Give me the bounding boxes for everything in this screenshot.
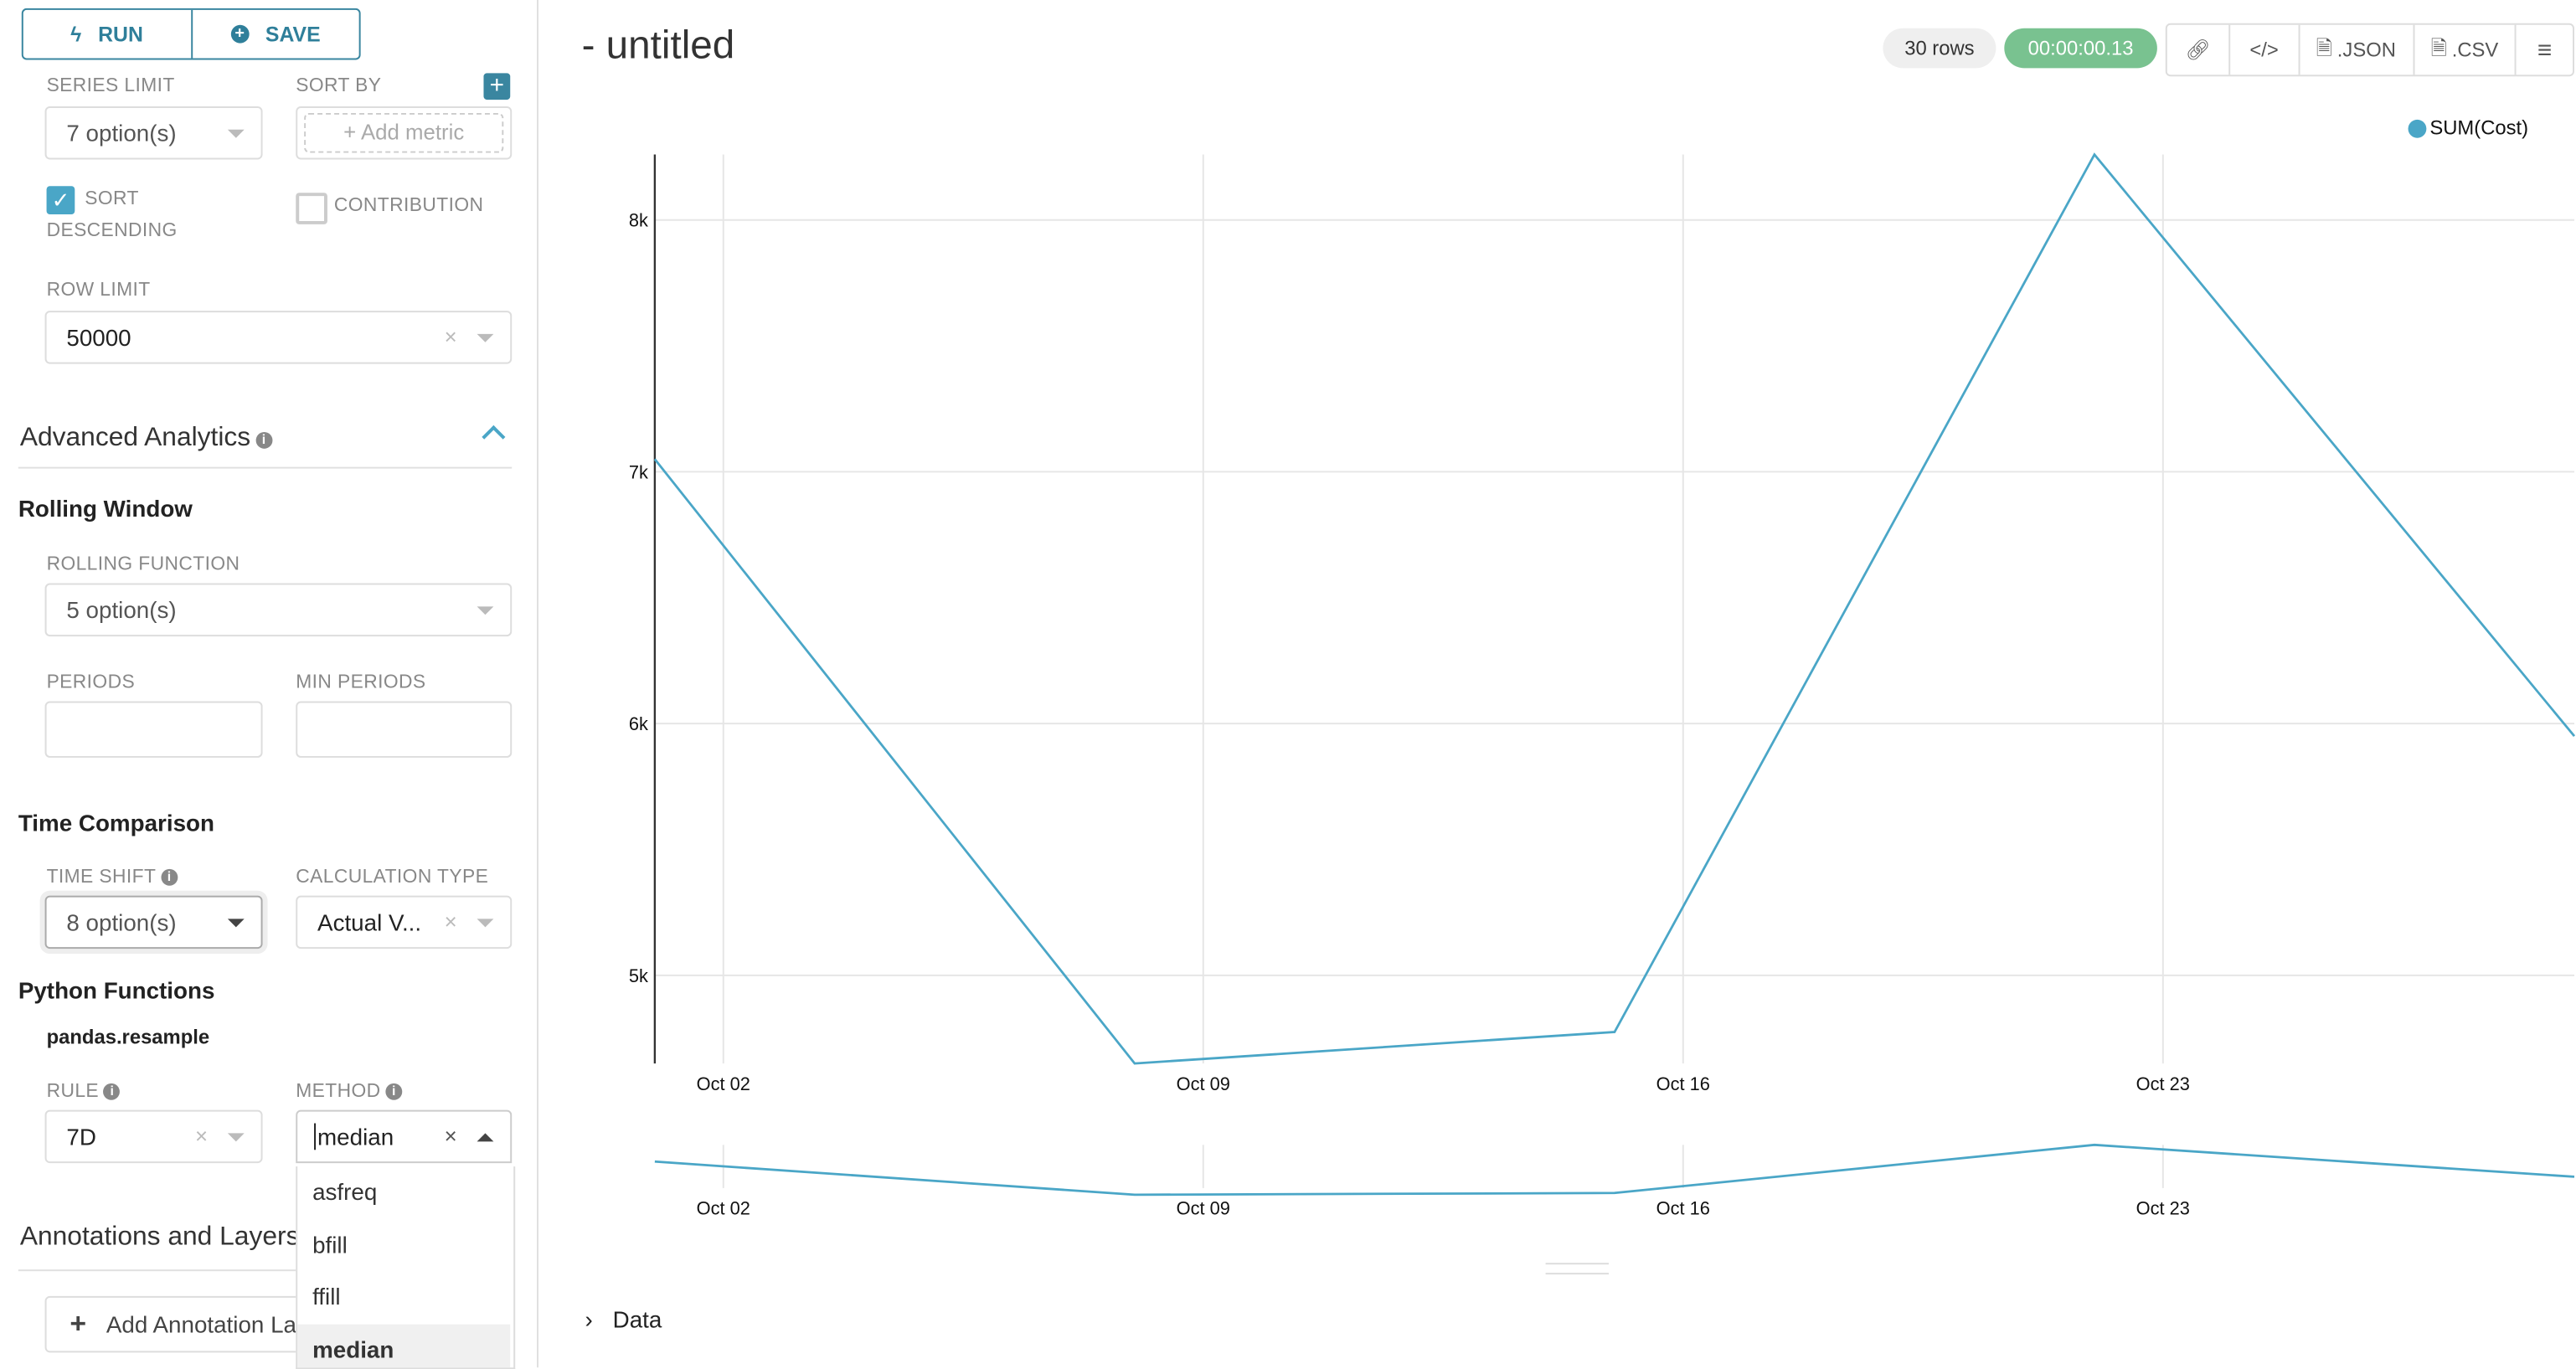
brush-x-tick-label: Oct 16 xyxy=(1656,1198,1710,1219)
method-option[interactable]: bfill xyxy=(297,1220,510,1272)
legend-item[interactable]: SUM(Cost) xyxy=(2409,116,2529,140)
brush-x-tick-label: Oct 23 xyxy=(2136,1198,2190,1219)
series-line-sum-cost xyxy=(655,155,2574,1064)
y-tick-label: 5k xyxy=(629,965,648,986)
brush-x-tick-label: Oct 09 xyxy=(1177,1198,1230,1219)
brush-series-line xyxy=(655,1145,2574,1195)
x-tick-label: Oct 09 xyxy=(1177,1073,1230,1094)
y-tick-label: 7k xyxy=(629,461,648,482)
chevron-right-icon: › xyxy=(585,1306,593,1333)
legend-dot-icon xyxy=(2409,119,2427,137)
y-tick-label: 6k xyxy=(629,713,648,734)
x-tick-label: Oct 02 xyxy=(697,1073,750,1094)
y-tick-label: 8k xyxy=(629,210,648,231)
resize-handle[interactable] xyxy=(1546,1263,1609,1274)
x-tick-label: Oct 16 xyxy=(1656,1073,1710,1094)
method-option[interactable]: asfreq xyxy=(297,1166,510,1218)
method-option[interactable]: ffill xyxy=(297,1271,510,1323)
data-section-toggle[interactable]: ›Data xyxy=(585,1306,662,1333)
brush-x-tick-label: Oct 02 xyxy=(697,1198,750,1219)
method-dropdown: asfreq bfill ffill median xyxy=(296,1166,515,1369)
method-option-selected[interactable]: median xyxy=(297,1325,510,1369)
x-tick-label: Oct 23 xyxy=(2136,1073,2190,1094)
